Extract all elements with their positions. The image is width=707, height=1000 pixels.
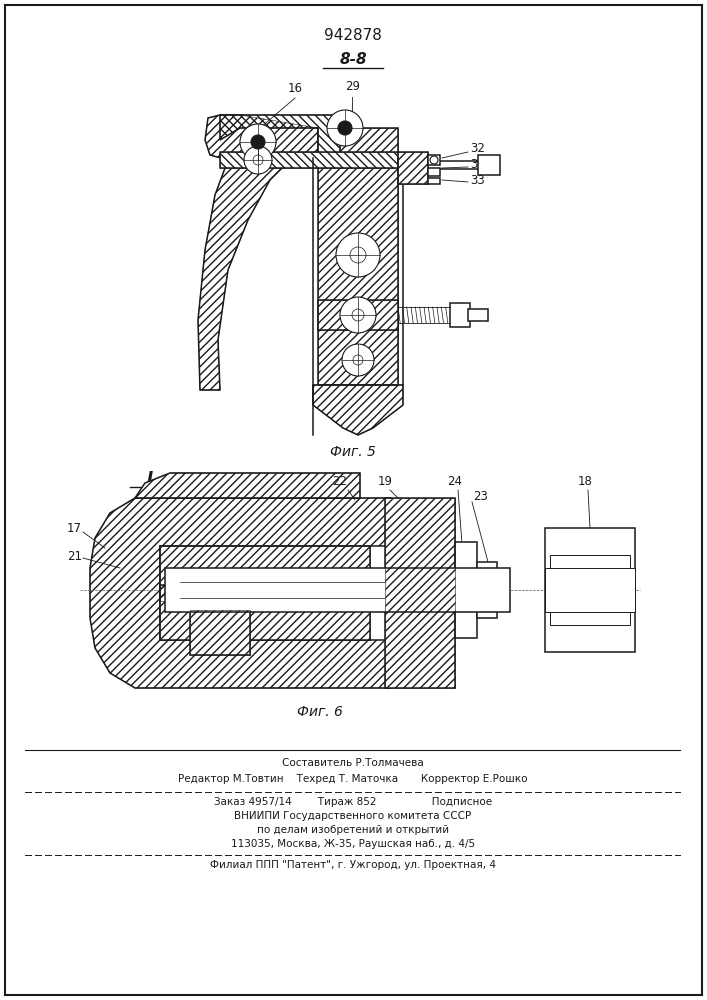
Polygon shape bbox=[398, 152, 428, 184]
Circle shape bbox=[342, 344, 374, 376]
Text: 17: 17 bbox=[67, 522, 82, 534]
Polygon shape bbox=[545, 568, 635, 612]
Polygon shape bbox=[428, 168, 440, 176]
Text: Заказ 4957/14        Тираж 852                 Подписное: Заказ 4957/14 Тираж 852 Подписное bbox=[214, 797, 492, 807]
Text: 8-8: 8-8 bbox=[339, 52, 367, 67]
Polygon shape bbox=[198, 115, 318, 390]
Text: 29: 29 bbox=[345, 80, 360, 93]
Polygon shape bbox=[477, 562, 497, 618]
Polygon shape bbox=[478, 155, 500, 175]
Text: 22: 22 bbox=[332, 475, 348, 488]
Circle shape bbox=[253, 155, 263, 165]
Circle shape bbox=[244, 146, 272, 174]
Text: 24: 24 bbox=[448, 475, 462, 488]
Circle shape bbox=[353, 355, 363, 365]
Polygon shape bbox=[428, 178, 440, 184]
Polygon shape bbox=[165, 568, 510, 612]
Circle shape bbox=[340, 297, 376, 333]
Text: Фиг. 5: Фиг. 5 bbox=[330, 445, 376, 459]
Text: 21: 21 bbox=[67, 550, 82, 562]
Text: Фиг. 6: Фиг. 6 bbox=[297, 705, 343, 719]
Circle shape bbox=[338, 121, 352, 135]
Text: 32: 32 bbox=[470, 141, 485, 154]
Polygon shape bbox=[90, 498, 390, 688]
Circle shape bbox=[336, 233, 380, 277]
Text: 18: 18 bbox=[578, 475, 592, 488]
Polygon shape bbox=[455, 542, 477, 638]
Polygon shape bbox=[385, 498, 455, 688]
Text: Составитель Р.Толмачева: Составитель Р.Толмачева bbox=[282, 758, 424, 768]
Polygon shape bbox=[220, 115, 340, 158]
Polygon shape bbox=[545, 528, 635, 652]
Text: 16: 16 bbox=[288, 82, 303, 95]
Text: по делам изобретений и открытий: по делам изобретений и открытий bbox=[257, 825, 449, 835]
Text: 19: 19 bbox=[378, 475, 392, 488]
Polygon shape bbox=[428, 155, 440, 165]
Polygon shape bbox=[313, 385, 403, 435]
Polygon shape bbox=[450, 303, 470, 327]
Text: 942878: 942878 bbox=[324, 28, 382, 43]
Text: Филиал ППП "Патент", г. Ужгород, ул. Проектная, 4: Филиал ППП "Патент", г. Ужгород, ул. Про… bbox=[210, 860, 496, 870]
Polygon shape bbox=[468, 309, 488, 321]
Circle shape bbox=[352, 309, 364, 321]
Polygon shape bbox=[160, 585, 370, 640]
Text: 33: 33 bbox=[470, 174, 485, 186]
Circle shape bbox=[251, 135, 265, 149]
Text: 23: 23 bbox=[473, 490, 488, 504]
Polygon shape bbox=[160, 546, 370, 601]
Polygon shape bbox=[220, 152, 398, 168]
Text: ВНИИПИ Государственного комитета СССР: ВНИИПИ Государственного комитета СССР bbox=[235, 811, 472, 821]
Text: 31: 31 bbox=[470, 158, 485, 172]
Polygon shape bbox=[160, 546, 390, 640]
Polygon shape bbox=[318, 300, 398, 330]
Polygon shape bbox=[190, 610, 250, 655]
Circle shape bbox=[430, 156, 438, 164]
Text: I: I bbox=[147, 470, 153, 488]
Circle shape bbox=[327, 110, 363, 146]
Polygon shape bbox=[318, 128, 398, 385]
Text: Редактор М.Товтин    Техред Т. Маточка       Корректор Е.Рошко: Редактор М.Товтин Техред Т. Маточка Корр… bbox=[178, 774, 527, 784]
Polygon shape bbox=[135, 473, 360, 498]
Text: 113035, Москва, Ж-35, Раушская наб., д. 4/5: 113035, Москва, Ж-35, Раушская наб., д. … bbox=[231, 839, 475, 849]
Circle shape bbox=[350, 247, 366, 263]
Circle shape bbox=[240, 124, 276, 160]
Polygon shape bbox=[550, 555, 630, 625]
